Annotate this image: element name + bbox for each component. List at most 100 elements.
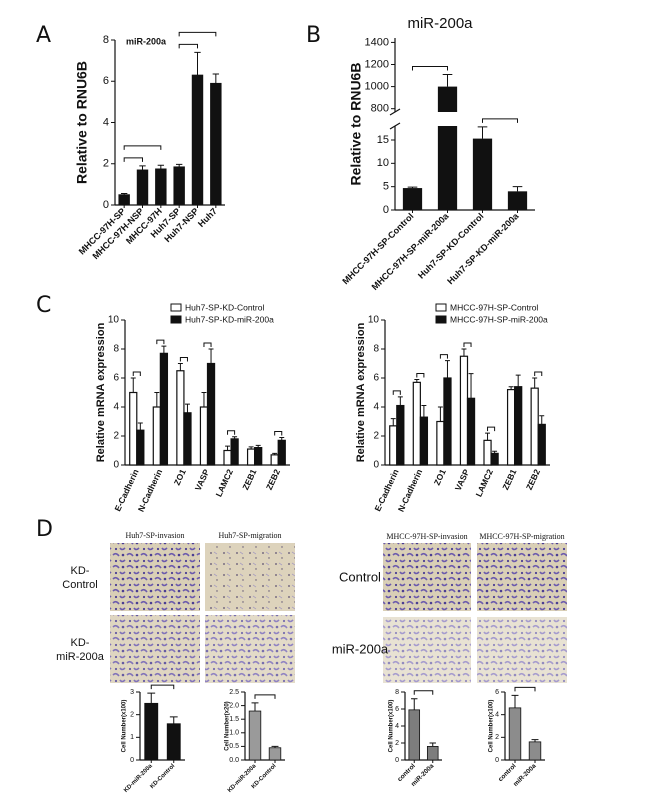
error-bar — [154, 392, 160, 407]
error-bar — [397, 396, 403, 406]
y-tick-label: 1.5 — [229, 716, 239, 723]
legend-swatch — [170, 303, 182, 312]
bar — [268, 747, 282, 761]
error-bar — [248, 446, 254, 450]
legend-swatch — [170, 315, 182, 324]
panel-label: B — [306, 23, 321, 48]
bar — [396, 404, 405, 466]
y-axis-label: Cell Number(x100) — [122, 700, 128, 753]
error-bar — [157, 164, 165, 169]
error-bar — [147, 692, 156, 704]
y-tick-label: 3 — [130, 689, 134, 696]
y-axis-label: Relative to RNU6B — [74, 61, 90, 184]
legend-swatch — [435, 303, 447, 312]
bar — [199, 406, 209, 466]
y-tick-label: 10 — [108, 315, 120, 326]
error-bar — [461, 348, 467, 357]
bar — [443, 377, 452, 466]
y-tick-label: 8 — [103, 34, 109, 46]
error-bar — [120, 192, 128, 195]
significance-bracket — [534, 371, 543, 376]
bar — [507, 191, 528, 210]
bar — [472, 138, 493, 210]
error-bar — [212, 73, 220, 84]
legend-label: Huh7-SP-KD-miR-200a — [185, 314, 274, 324]
error-bar — [137, 422, 143, 431]
error-bar — [515, 374, 521, 387]
y-tick-label: 4 — [373, 402, 379, 413]
bar — [508, 707, 522, 761]
y-tick-label: 10 — [368, 315, 380, 326]
y-tick-label: 2 — [113, 431, 119, 442]
error-bar — [532, 377, 538, 389]
bar — [277, 439, 286, 466]
y-tick-label: 4 — [395, 723, 399, 730]
bar — [206, 362, 216, 466]
significance-bracket — [482, 118, 518, 123]
y-tick-label: 6 — [113, 373, 119, 384]
error-bar — [255, 444, 261, 448]
y-tick-label: 0.0 — [229, 757, 239, 764]
y-tick-label: 4 — [495, 712, 499, 719]
error-bar — [175, 163, 183, 167]
significance-bracket — [463, 342, 472, 347]
bar — [223, 449, 232, 466]
bar — [183, 412, 192, 466]
image-row-label: miR-200a — [332, 641, 389, 656]
micrograph — [110, 615, 200, 683]
y-tick-label: 2.0 — [229, 702, 239, 709]
bar — [155, 168, 167, 206]
y-tick-label: 6 — [495, 689, 499, 696]
micrograph — [205, 615, 295, 683]
error-bar — [208, 348, 214, 364]
image-row-label: KD- — [71, 565, 90, 577]
y-tick-label: 800 — [371, 103, 389, 115]
y-tick-label: 0 — [373, 460, 379, 471]
y-tick-label: 0 — [113, 460, 119, 471]
y-axis-label: Cell Number(x100) — [489, 700, 495, 753]
y-tick-label: 2 — [373, 431, 379, 442]
micrograph — [383, 617, 471, 683]
micrograph — [477, 617, 567, 683]
error-bar — [177, 363, 183, 371]
significance-bracket — [416, 372, 425, 378]
bar — [210, 82, 222, 206]
bar — [136, 429, 145, 466]
significance-bracket — [132, 371, 141, 376]
y-tick-label: 0 — [383, 204, 389, 216]
bar — [248, 710, 262, 761]
significance-bracket — [487, 426, 496, 432]
y-tick-label: 4 — [113, 402, 119, 413]
micrograph — [205, 543, 295, 611]
axis-break — [389, 108, 401, 116]
bar — [490, 452, 499, 466]
chart-title: miR-200a — [126, 36, 167, 46]
error-bar — [251, 702, 259, 712]
bar — [389, 425, 398, 466]
bar — [254, 447, 263, 466]
y-tick-label: 1200 — [365, 58, 389, 70]
y-tick-label: 10 — [377, 157, 389, 169]
error-bar — [390, 418, 396, 426]
error-bar — [232, 436, 238, 439]
y-tick-label: 1 — [130, 734, 134, 741]
panel-label: D — [36, 517, 53, 542]
y-tick-label: 2.5 — [229, 689, 239, 696]
error-bar — [511, 694, 519, 708]
error-bar — [414, 378, 420, 383]
legend-label: MHCC-97H-SP-miR-200a — [450, 314, 548, 324]
image-column-title: MHCC-97H-SP-migration — [479, 532, 564, 541]
error-bar — [169, 716, 178, 724]
error-bar — [194, 51, 201, 76]
bar — [191, 74, 204, 206]
error-bar — [139, 165, 146, 170]
image-column-title: Huh7-SP-migration — [218, 531, 281, 540]
y-tick-label: 0.5 — [229, 743, 239, 750]
significance-bracket — [274, 430, 283, 436]
legend-label: Huh7-SP-KD-Control — [185, 302, 264, 312]
y-tick-label: 6 — [103, 75, 109, 87]
y-tick-label: 15 — [377, 134, 389, 146]
significance-bracket — [179, 357, 188, 362]
bar — [176, 370, 185, 466]
bar — [159, 352, 169, 466]
